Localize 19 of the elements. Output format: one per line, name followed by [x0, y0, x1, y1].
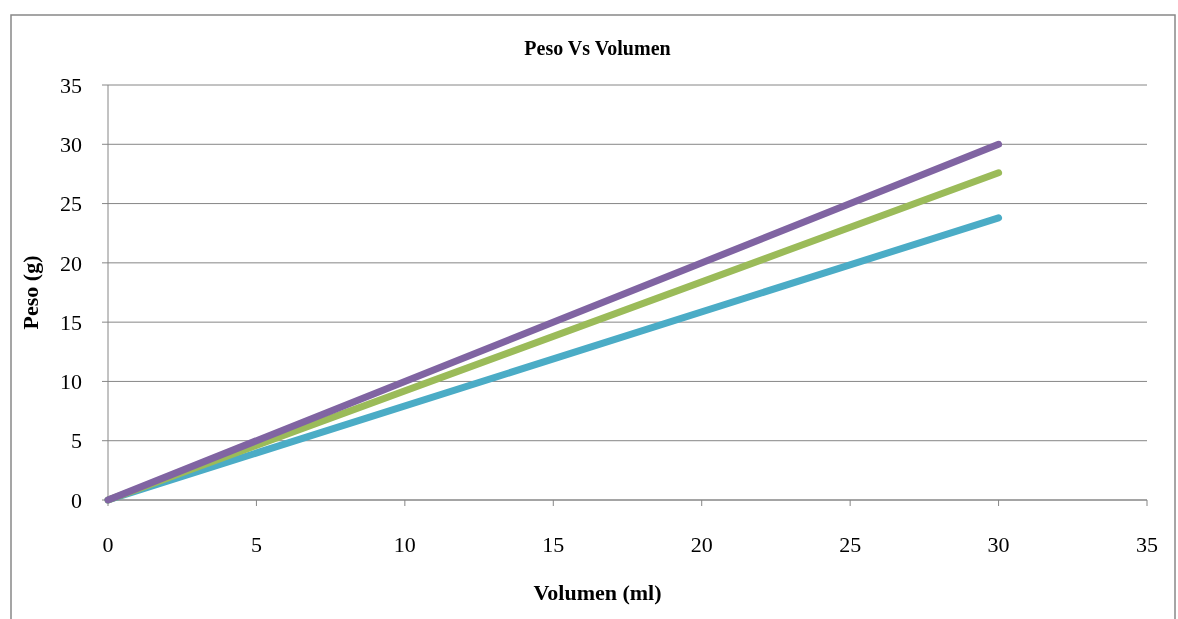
x-tick-label: 35	[1136, 532, 1158, 557]
chart-title: Peso Vs Volumen	[524, 37, 671, 59]
x-tick-label: 5	[250, 532, 262, 557]
y-axis-title: Peso (g)	[18, 255, 43, 330]
y-tick-label: 25	[60, 191, 82, 217]
y-tick-label: 5	[71, 428, 82, 454]
x-tick-label: 10	[393, 532, 416, 557]
x-tick-label: 0	[102, 532, 114, 557]
x-axis-title: Volumen (ml)	[533, 580, 662, 605]
x-tick-label: 15	[542, 532, 565, 557]
x-tick-label: 25	[839, 532, 862, 557]
y-tick-label: 0	[71, 487, 82, 513]
y-tick-label: 30	[60, 131, 82, 157]
x-tick-label: 30	[987, 532, 1010, 557]
x-tick-label: 20	[690, 532, 713, 557]
y-tick-label: 10	[60, 369, 82, 395]
y-tick-label: 15	[60, 309, 82, 335]
y-tick-label: 20	[60, 250, 82, 276]
y-tick-label: 35	[60, 72, 82, 98]
